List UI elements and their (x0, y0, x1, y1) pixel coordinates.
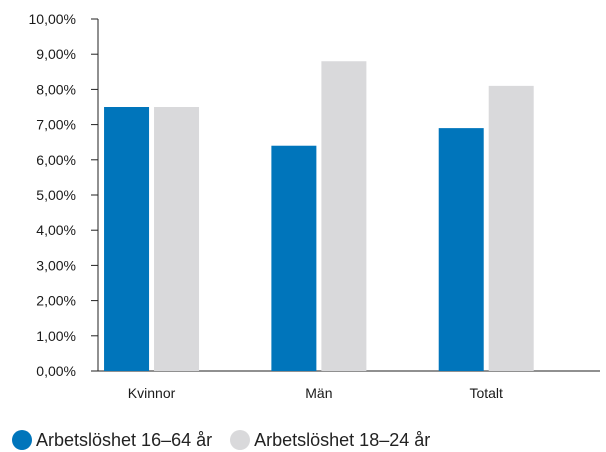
legend-item-18-24: Arbetslöshet 18–24 år (230, 430, 430, 451)
legend-label-16-64: Arbetslöshet 16–64 år (36, 429, 213, 450)
legend-swatch-18-24 (230, 430, 251, 450)
legend-label-18-24: Arbetslöshet 18–24 år (254, 429, 431, 450)
y-tick-label: 4,00% (36, 222, 76, 238)
bar (104, 107, 150, 371)
bar (321, 61, 367, 372)
x-tick-label: Kvinnor (128, 385, 176, 401)
y-tick-label: 9,00% (36, 46, 76, 62)
y-tick-label: 2,00% (36, 293, 76, 309)
bar (271, 145, 317, 371)
y-tick-label: 6,00% (36, 152, 76, 168)
y-tick-label: 3,00% (36, 257, 76, 273)
legend-swatch-16-64 (12, 430, 32, 450)
bar (438, 128, 484, 371)
y-tick-label: 5,00% (36, 187, 76, 203)
x-tick-label: Totalt (469, 385, 503, 401)
bar (488, 85, 534, 371)
y-tick-label: 0,00% (36, 363, 76, 379)
legend-item-16-64: Arbetslöshet 16–64 år (12, 430, 212, 451)
y-tick-label: 10,00% (29, 11, 76, 27)
x-tick-label: Män (305, 385, 332, 401)
legend: Arbetslöshet 16–64 år Arbetslöshet 18–24… (12, 428, 448, 452)
y-tick-label: 7,00% (36, 117, 76, 133)
bar-chart: 0,00% 1,00% 2,00% 3,00% 4,00% 5,00% 6,00% 7,00%… (29, 11, 600, 401)
y-tick-label: 8,00% (36, 81, 76, 97)
bar (154, 107, 200, 371)
y-tick-label: 1,00% (36, 328, 76, 344)
